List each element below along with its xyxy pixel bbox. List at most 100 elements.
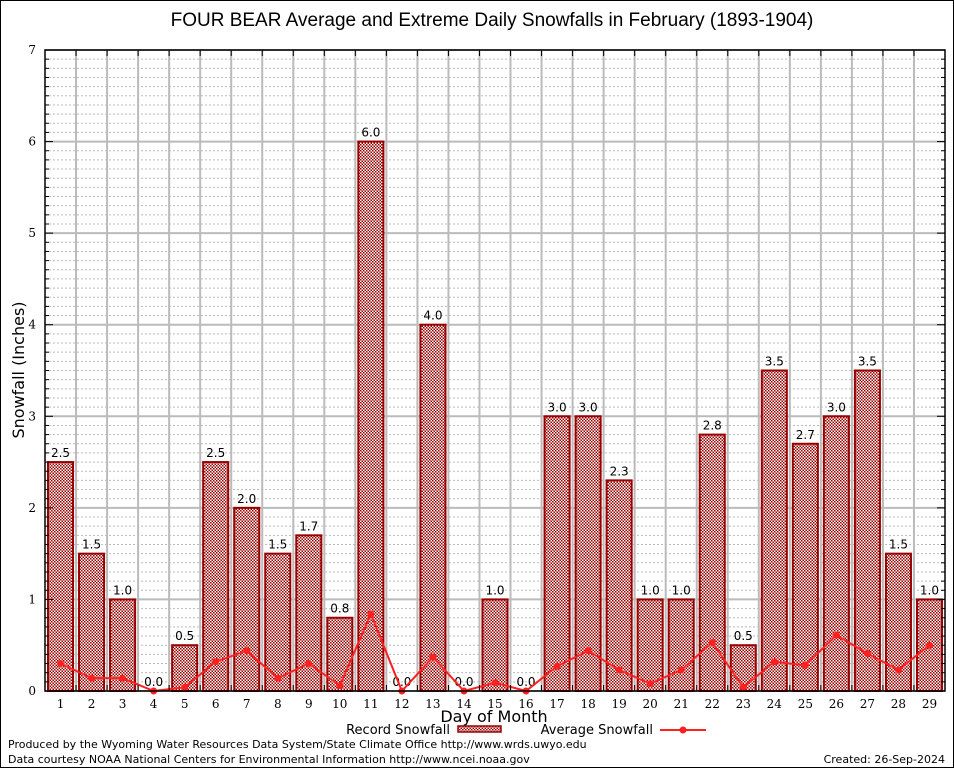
average-point-day-20 — [646, 680, 654, 688]
x-tick-label: 9 — [305, 697, 313, 711]
x-tick-label: 17 — [549, 697, 564, 711]
bar-value-label: 1.5 — [82, 538, 101, 552]
bar-value-label: 3.0 — [579, 400, 598, 414]
average-point-day-1 — [57, 660, 65, 668]
bar-value-label: 1.5 — [268, 538, 287, 552]
bar-record-day-13 — [419, 323, 447, 692]
bar-record-day-1 — [47, 461, 75, 693]
bar-record-day-7 — [233, 506, 261, 692]
bar-value-label: 0.5 — [175, 629, 194, 643]
average-point-day-21 — [677, 666, 685, 674]
axes — [44, 49, 946, 692]
x-tick-label: 15 — [487, 697, 502, 711]
bar-record-day-2 — [78, 552, 106, 693]
average-point-day-8 — [274, 674, 282, 682]
average-point-day-13 — [429, 653, 437, 661]
bar-value-label: 0.8 — [330, 602, 349, 616]
bar-record-day-20 — [636, 598, 664, 693]
bar-record-day-11 — [357, 140, 385, 693]
bar-value-label: 4.0 — [423, 309, 442, 323]
footer-created-date: Created: 26-Sep-2024 — [824, 753, 945, 766]
bar-value-label: 1.0 — [641, 583, 660, 597]
bar-value-label: 3.0 — [827, 400, 846, 414]
bar-value-label: 2.5 — [206, 446, 225, 460]
bar-record-day-5 — [171, 644, 199, 693]
x-tick-label: 22 — [705, 697, 720, 711]
x-tick-labels: 1 2 3 4 5 6 7 8 9 10 11 12 13 14 15 16 17 18 19 20 21 22 23 24 2… — [57, 697, 937, 711]
average-point-day-29 — [925, 641, 933, 649]
x-tick-label: 3 — [119, 697, 127, 711]
x-tick-label: 19 — [611, 697, 626, 711]
y-tick-label: 5 — [28, 226, 36, 240]
y-tick-label: 6 — [28, 135, 36, 149]
x-tick-label: 1 — [57, 697, 65, 711]
average-point-day-3 — [119, 674, 127, 682]
legend-record-swatch — [457, 725, 502, 733]
y-axis-label: Snowfall (Inches) — [9, 301, 28, 438]
average-point-day-26 — [832, 631, 840, 639]
bar-record-day-23 — [729, 644, 757, 693]
bar-value-label: 2.8 — [703, 419, 722, 433]
x-tick-label: 21 — [674, 697, 689, 711]
bar-value-label: 3.5 — [765, 355, 784, 369]
chart-title: FOUR BEAR Average and Extreme Daily Snow… — [171, 10, 814, 31]
x-tick-label: 18 — [580, 697, 595, 711]
x-tick-label: 27 — [860, 697, 875, 711]
average-point-day-18 — [584, 647, 592, 655]
average-point-day-6 — [212, 658, 220, 666]
average-point-day-27 — [863, 649, 871, 657]
average-point-day-11 — [367, 610, 375, 618]
bar-record-day-24 — [760, 369, 788, 692]
legend-average-label: Average Snowfall — [541, 723, 653, 738]
bar-record-day-21 — [667, 598, 695, 693]
bar-record-day-6 — [202, 461, 230, 693]
x-tick-label: 4 — [150, 697, 158, 711]
bar-value-label: 0.5 — [734, 629, 753, 643]
x-tick-label: 11 — [363, 697, 378, 711]
x-tick-label: 16 — [518, 697, 533, 711]
x-tick-label: 5 — [181, 697, 189, 711]
x-tick-label: 20 — [643, 697, 658, 711]
y-tick-label: 1 — [28, 592, 36, 606]
average-point-day-22 — [708, 638, 716, 646]
y-tick-labels: 0 1 2 3 4 5 6 7 — [28, 43, 36, 698]
bar-value-label: 6.0 — [361, 126, 380, 140]
bar-value-label: 0.0 — [516, 675, 535, 689]
average-point-day-24 — [770, 658, 778, 666]
bar-value-label: 1.0 — [485, 583, 504, 597]
x-tick-label: 29 — [922, 697, 937, 711]
x-axis-label: Day of Month — [440, 707, 547, 726]
bar-record-day-8 — [264, 552, 292, 693]
bar-value-label: 0.0 — [144, 675, 163, 689]
average-point-day-15 — [491, 679, 499, 687]
bar-value-label: 3.5 — [858, 355, 877, 369]
x-tick-label: 26 — [829, 697, 844, 711]
x-tick-label: 14 — [456, 697, 472, 711]
y-tick-label: 4 — [28, 318, 36, 332]
bar-value-label: 1.0 — [672, 583, 691, 597]
bar-value-label: 3.0 — [548, 400, 567, 414]
x-tick-label: 2 — [88, 697, 96, 711]
legend-average-marker — [679, 726, 687, 734]
y-tick-label: 2 — [28, 501, 36, 515]
bar-value-label: 1.5 — [889, 538, 908, 552]
x-tick-label: 24 — [767, 697, 783, 711]
average-point-day-17 — [553, 662, 561, 670]
x-tick-label: 7 — [243, 697, 251, 711]
average-point-day-10 — [336, 682, 344, 690]
footer-data-courtesy: Data courtesy NOAA National Centers for … — [8, 753, 530, 766]
legend-record-label: Record Snowfall — [346, 723, 450, 738]
bar-value-label: 2.3 — [610, 464, 629, 478]
bar-record-day-22 — [698, 433, 726, 692]
x-tick-label: 28 — [891, 697, 906, 711]
average-point-day-2 — [88, 674, 96, 682]
average-point-day-28 — [894, 666, 902, 674]
y-tick-label: 0 — [28, 684, 36, 698]
bar-record-day-19 — [605, 479, 633, 692]
average-point-day-5 — [181, 683, 189, 691]
bar-value-label: 2.7 — [796, 428, 815, 442]
bar-record-day-17 — [543, 415, 571, 692]
x-tick-label: 8 — [274, 697, 282, 711]
legend: Record Snowfall Average Snowfall — [346, 723, 706, 738]
